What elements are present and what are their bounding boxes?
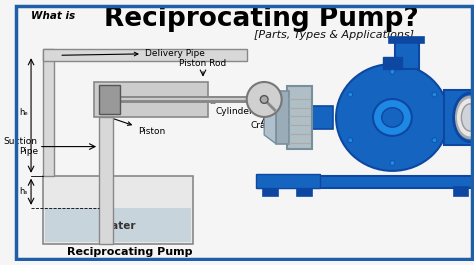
- Bar: [99, 85, 120, 114]
- Bar: [45, 208, 191, 242]
- Bar: [258, 176, 474, 188]
- Bar: [43, 50, 246, 61]
- Bar: [444, 90, 473, 145]
- Text: Suction
Pipe: Suction Pipe: [4, 137, 38, 156]
- Text: Piston: Piston: [112, 118, 165, 136]
- Circle shape: [348, 138, 353, 143]
- Bar: [312, 106, 333, 129]
- Circle shape: [246, 82, 282, 117]
- Bar: [395, 40, 419, 69]
- Ellipse shape: [382, 108, 403, 127]
- Bar: [43, 50, 55, 176]
- Ellipse shape: [461, 104, 474, 131]
- Text: Water: Water: [100, 221, 136, 231]
- Text: Cylinder: Cylinder: [210, 100, 254, 116]
- Bar: [94, 82, 208, 117]
- Text: [Parts, Types & Applications]: [Parts, Types & Applications]: [254, 30, 414, 40]
- Bar: [383, 57, 402, 69]
- Circle shape: [390, 69, 395, 74]
- Text: Reciprocating Pump: Reciprocating Pump: [67, 247, 193, 257]
- Polygon shape: [264, 91, 276, 144]
- Ellipse shape: [373, 99, 412, 136]
- Ellipse shape: [456, 97, 474, 138]
- Ellipse shape: [336, 64, 449, 171]
- Bar: [256, 174, 319, 188]
- Circle shape: [260, 96, 268, 103]
- Circle shape: [348, 92, 353, 97]
- Circle shape: [390, 161, 395, 166]
- Text: Delivery Pipe: Delivery Pipe: [62, 49, 205, 58]
- Text: hₛ: hₛ: [19, 187, 28, 196]
- Circle shape: [432, 138, 437, 143]
- Bar: [99, 117, 113, 244]
- Text: Reciprocating Pump?: Reciprocating Pump?: [104, 6, 419, 32]
- Bar: [454, 187, 468, 196]
- Bar: [43, 176, 193, 244]
- Text: hₑ: hₑ: [19, 108, 28, 117]
- Circle shape: [432, 92, 437, 97]
- Text: Crank: Crank: [251, 121, 277, 130]
- Bar: [263, 187, 278, 196]
- Bar: [390, 37, 424, 43]
- Bar: [288, 86, 312, 148]
- Text: What is: What is: [31, 11, 75, 21]
- Bar: [297, 187, 312, 196]
- Text: Piston Rod: Piston Rod: [179, 59, 227, 68]
- Bar: [276, 91, 290, 144]
